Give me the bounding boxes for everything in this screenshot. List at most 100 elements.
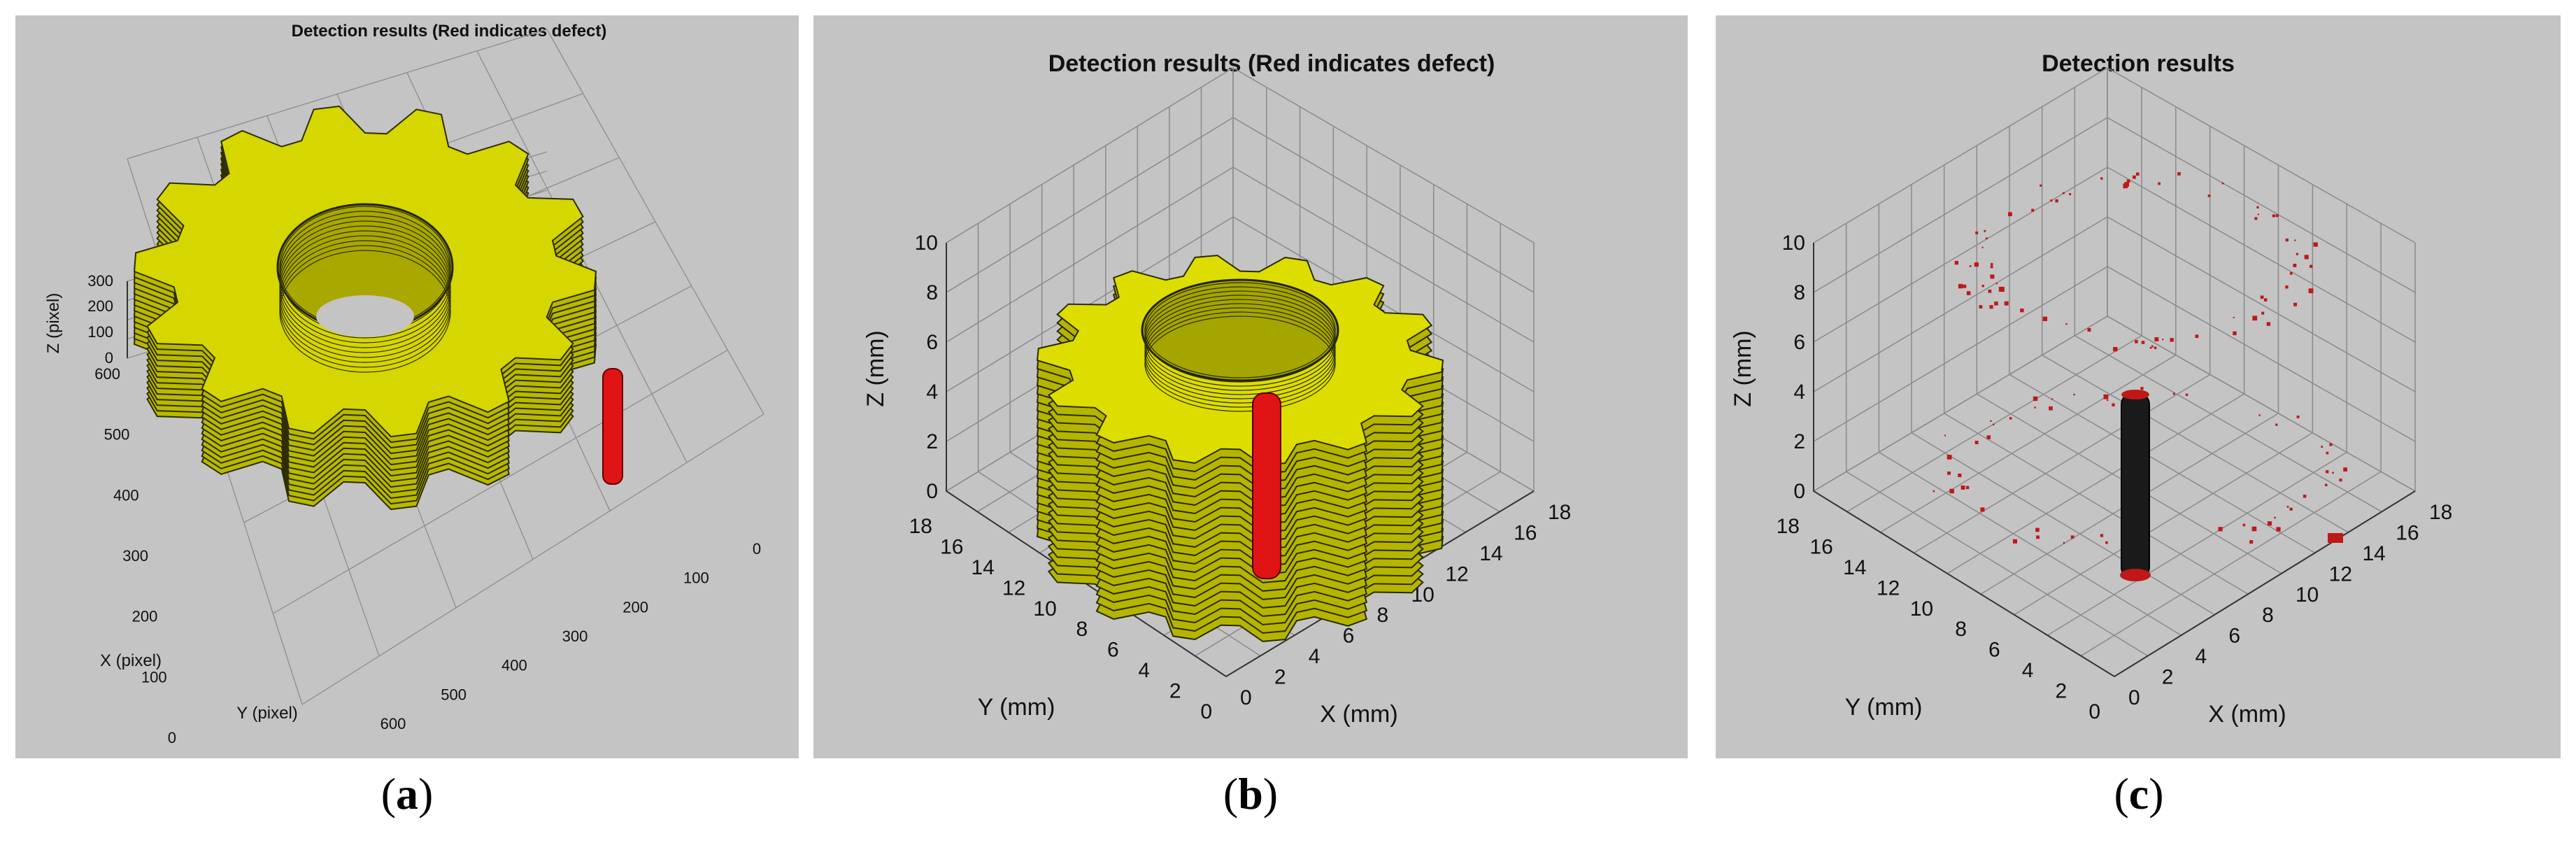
chart-c-x-tick: 14 [2362, 542, 2385, 565]
chart-c-defect-point [2124, 182, 2129, 187]
chart-a-bore-ring [279, 250, 451, 373]
chart-c-y-tick: 14 [1843, 556, 1866, 579]
chart-c-defect-point [2103, 394, 2109, 399]
chart-c-defect-point [1985, 237, 1988, 240]
chart-c-pillar-top [2121, 390, 2149, 399]
chart-c-defect-point [2303, 495, 2307, 498]
chart-a-y-tick: 500 [104, 426, 130, 444]
chart-c-floor-grid-y [1944, 413, 2249, 595]
chart-a-x-tick: 400 [501, 657, 527, 674]
chart-c-defect-point [2221, 182, 2224, 185]
chart-c-defect-point [2296, 253, 2298, 255]
chart-c-defect-point [2291, 508, 2293, 511]
chart-b-x-tick: 6 [1343, 625, 1355, 648]
chart-c-floor-grid-y [1878, 451, 2182, 636]
chart-c-x-tick: 4 [2196, 645, 2207, 668]
chart-c-defect-point [1990, 420, 1992, 422]
chart-c-defect-point [2151, 345, 2154, 348]
caption-b-letter: b [1238, 769, 1263, 819]
chart-c-defect-point [2272, 214, 2275, 218]
chart-c-defect-point [2267, 521, 2272, 526]
chart-c-defect-point [2100, 177, 2103, 180]
chart-a-x-tick: 200 [622, 598, 648, 616]
chart-c-defect-point [2195, 334, 2199, 339]
chart-c-defect-point [2261, 296, 2264, 299]
chart-c-wall-grid [1813, 67, 2108, 243]
chart-c-defect-point [1994, 302, 1998, 306]
chart-a-z-tick: 100 [87, 323, 113, 341]
chart-c-defect-point [2321, 446, 2324, 448]
chart-c-defect-point [2233, 331, 2237, 336]
chart-c-defect-point [2274, 516, 2276, 519]
chart-panel-c: Detection results 0 2 4 6 8 10 18 16 14 12 10 8 6 4 2 0 0… [1716, 15, 2561, 758]
chart-c-defect-point [2040, 184, 2042, 187]
chart-b-z-label: Z (mm) [862, 330, 889, 407]
chart-c-floor-grid-x [2047, 451, 2347, 636]
chart-c-defect-point [2158, 182, 2161, 185]
chart-b-bore-ring [1144, 316, 1336, 412]
chart-c-y-tick: 12 [1877, 576, 1900, 600]
chart-c-defect-point [1980, 507, 1985, 512]
chart-c-defect-point [2004, 301, 2009, 306]
chart-a-gear [133, 105, 597, 511]
chart-a-z-tick: 0 [105, 349, 113, 367]
chart-c-z-tick: 8 [1793, 281, 1805, 304]
chart-c-defect-point [1990, 265, 1993, 269]
chart-panel-b: Detection results (Red indicates defect)… [813, 15, 1688, 758]
chart-c-defect-point [1954, 260, 1959, 265]
chart-c-defect-point [1947, 472, 1951, 475]
chart-c-defect-points [1933, 172, 2347, 551]
chart-c-floor-grid-y [1846, 471, 2149, 657]
chart-c-defect-point [1981, 246, 1984, 248]
chart-b-y-tick: 6 [1107, 639, 1119, 662]
chart-c-defect-point [2286, 506, 2289, 508]
chart-c-wall-grid [2107, 216, 2416, 392]
chart-c-defect-point [2339, 479, 2342, 482]
chart-c-x-tick: 18 [2429, 501, 2452, 524]
chart-b-y-tick: 2 [1169, 680, 1181, 703]
chart-c-defect-point [2275, 214, 2279, 218]
chart-c-defect-point [2251, 526, 2257, 532]
chart-c-defect-point [2113, 346, 2118, 352]
chart-b-z-tick: 4 [926, 381, 938, 404]
chart-c-defect-point [2285, 238, 2289, 242]
chart-c-defect-point [1966, 291, 1971, 295]
chart-b-gear [1036, 255, 1444, 642]
chart-c-defect-point [2069, 193, 2072, 196]
chart-c-defect-point [2185, 393, 2189, 396]
chart-c-defect-point [1988, 290, 1992, 293]
chart-c-defect-point [2257, 213, 2259, 215]
chart-c-defect-point [2218, 527, 2223, 532]
chart-c-defect-point [2050, 199, 2053, 202]
chart-c-defect-point [2087, 328, 2091, 332]
chart-c-defect-point [1979, 305, 1983, 309]
chart-c-defect-point [2293, 263, 2297, 267]
chart-c-defect-point [1947, 455, 1952, 460]
chart-b-y-label: Y (mm) [978, 694, 1055, 721]
chart-c-defect-point [2162, 339, 2164, 341]
chart-c-wall-grid [1813, 117, 2108, 293]
chart-b-svg: Detection results (Red indicates defect)… [862, 50, 1571, 728]
chart-c-defect-point [2266, 322, 2271, 326]
chart-a-y-tick: 0 [168, 729, 176, 746]
chart-c-defect-point [2310, 264, 2313, 268]
chart-c-floor-grid-y [2042, 354, 2349, 533]
chart-c-defect-point [1995, 283, 1998, 285]
chart-a-z-tick: 200 [87, 297, 113, 315]
chart-c-defect-point [2172, 392, 2175, 395]
chart-c-defect-point [2326, 451, 2329, 455]
chart-a-x-tick: 500 [441, 686, 467, 703]
chart-b-wall-grid [946, 67, 1234, 243]
chart-b-z-tick: 0 [926, 480, 938, 503]
chart-c-pillar-base [2120, 569, 2151, 581]
chart-b-x-tick: 14 [1479, 542, 1502, 565]
chart-c-defect-point [1999, 287, 2005, 292]
chart-b-y-tick: 12 [1002, 576, 1025, 600]
chart-b-z-tick: 10 [915, 232, 938, 255]
chart-c-defect-point [2285, 285, 2289, 289]
chart-a-y-tick: 400 [113, 486, 139, 504]
chart-panel-a: Detection results (Red indicates defect)… [15, 15, 799, 758]
chart-c-defect-point [1991, 262, 1993, 266]
chart-c-defect-point [2135, 172, 2140, 176]
chart-b-y-tick: 0 [1200, 700, 1212, 723]
